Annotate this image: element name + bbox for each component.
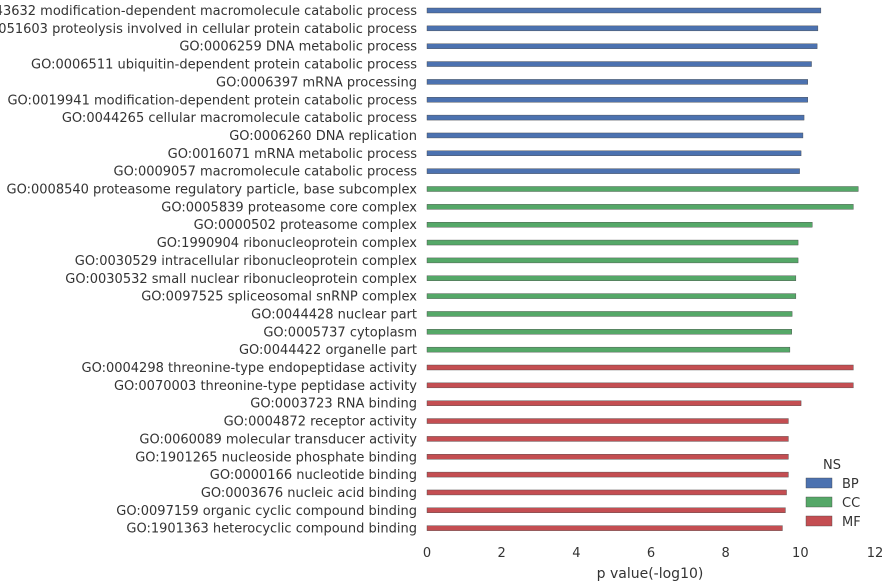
bar <box>426 525 783 531</box>
category-label: GO:0006397 mRNA processing <box>216 75 417 90</box>
bar <box>426 311 793 317</box>
bar <box>426 79 808 85</box>
category-label: GO:1901265 nucleoside phosphate binding <box>135 450 417 465</box>
x-axis-ticks: 0 2 4 6 8 10 12 <box>423 546 883 561</box>
category-label: GO:0043632 modification-dependent macrom… <box>0 4 417 19</box>
bar <box>426 400 802 406</box>
category-label: GO:0070003 threonine-type peptidase acti… <box>114 379 417 394</box>
bar <box>426 168 800 174</box>
category-label: GO:0006260 DNA replication <box>229 129 417 144</box>
category-label: GO:0005737 cytoplasm <box>263 325 417 340</box>
legend-title: NS <box>823 458 841 473</box>
category-label: GO:0004872 receptor activity <box>224 415 418 430</box>
legend-swatch <box>805 477 833 489</box>
bar <box>426 150 802 157</box>
bar <box>426 204 854 210</box>
x-tick-label: 12 <box>867 546 884 561</box>
bar <box>426 329 792 335</box>
bar <box>426 114 805 121</box>
bar <box>426 221 813 228</box>
category-label: GO:0044428 nuclear part <box>251 307 417 322</box>
category-label: GO:0000166 nucleotide binding <box>210 468 417 483</box>
bar <box>426 257 799 264</box>
bar <box>426 418 789 424</box>
bar <box>426 382 854 389</box>
category-label: GO:0006259 DNA metabolic process <box>179 40 417 55</box>
x-tick-label: 8 <box>722 546 730 561</box>
category-label: GO:0060089 molecular transducer activity <box>139 432 417 447</box>
x-tick-label: 0 <box>423 546 431 561</box>
bar <box>426 471 789 478</box>
x-tick-label: 6 <box>647 546 655 561</box>
bar <box>426 346 791 353</box>
bar <box>426 186 859 192</box>
category-label: GO:0030529 intracellular ribonucleoprote… <box>75 254 418 269</box>
category-label: GO:0051603 proteolysis involved in cellu… <box>0 22 417 37</box>
category-label: GO:0016071 mRNA metabolic process <box>168 147 418 162</box>
category-label: GO:0003723 RNA binding <box>250 397 417 412</box>
bar <box>426 507 786 513</box>
category-label: GO:1990904 ribonucleoprotein complex <box>157 236 418 251</box>
category-label: GO:0008540 proteasome regulatory particl… <box>7 183 418 198</box>
bar <box>426 489 787 496</box>
bar <box>426 7 822 14</box>
category-label: GO:0097159 organic cyclic compound bindi… <box>116 504 417 519</box>
bar <box>426 43 818 49</box>
legend-entries: BP CC MF <box>805 477 861 530</box>
category-label: GO:0000502 proteasome complex <box>194 218 418 233</box>
legend-label: CC <box>842 496 860 511</box>
category-label: GO:1901363 heterocyclic compound binding <box>126 522 417 537</box>
bar <box>426 25 819 32</box>
bar <box>426 132 804 139</box>
category-label: GO:0030532 small nuclear ribonucleoprote… <box>65 272 417 287</box>
category-label: GO:0003676 nucleic acid binding <box>201 486 417 501</box>
legend-label: MF <box>842 515 861 530</box>
category-label: GO:0009057 macromolecule catabolic proce… <box>114 165 418 180</box>
x-tick-label: 2 <box>498 546 506 561</box>
legend-label: BP <box>842 477 859 492</box>
bar <box>426 364 854 371</box>
x-axis-label: p value(-log10) <box>597 566 704 582</box>
x-tick-label: 10 <box>792 546 809 561</box>
category-label: GO:0019941 modification-dependent protei… <box>7 93 417 108</box>
category-labels: GO:0043632 modification-dependent macrom… <box>0 4 417 537</box>
legend-swatch <box>805 496 833 508</box>
category-label: GO:0044265 cellular macromolecule catabo… <box>62 111 417 126</box>
bar <box>426 239 799 246</box>
category-label: GO:0004298 threonine-type endopeptidase … <box>82 361 418 376</box>
bar <box>426 454 789 460</box>
bar <box>426 61 812 67</box>
bar <box>426 293 797 299</box>
category-label: GO:0006511 ubiquitin-dependent protein c… <box>31 58 417 73</box>
category-label: GO:0097525 spliceosomal snRNP complex <box>141 290 417 305</box>
legend: NS BP CC MF <box>805 458 861 530</box>
bar <box>426 275 797 281</box>
x-tick-label: 4 <box>572 546 580 561</box>
bars-layer <box>426 7 859 531</box>
legend-swatch <box>805 515 833 527</box>
category-label: GO:0044422 organelle part <box>239 343 417 358</box>
bar <box>426 436 789 442</box>
category-label: GO:0005839 proteasome core complex <box>161 200 417 215</box>
bar <box>426 97 808 103</box>
